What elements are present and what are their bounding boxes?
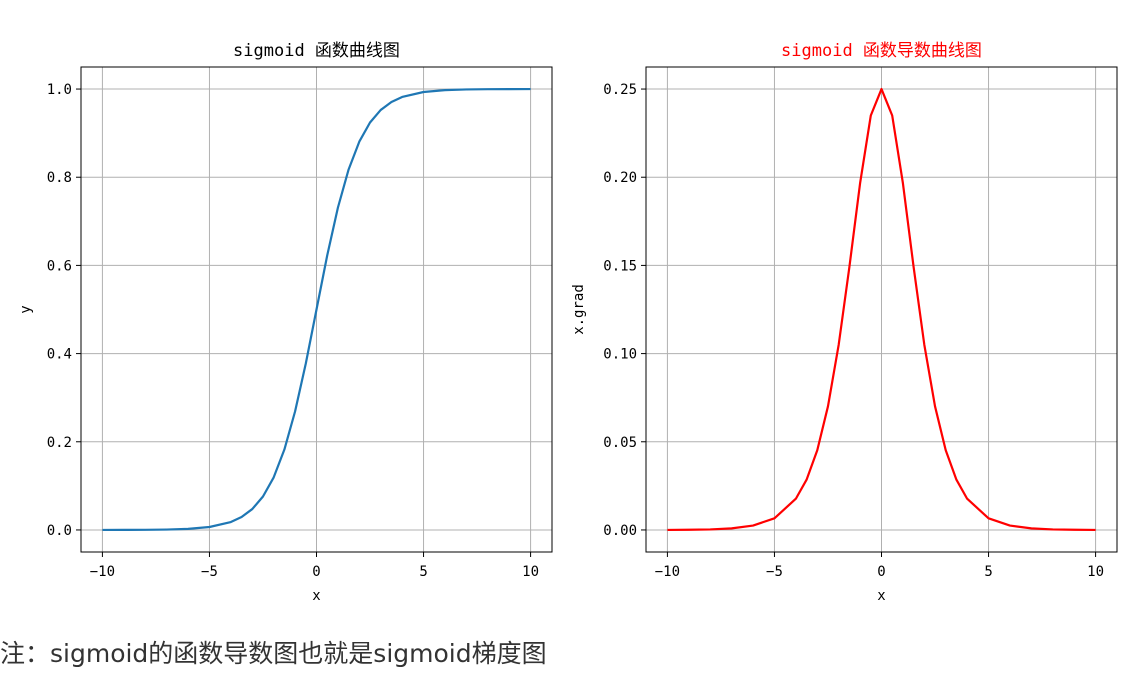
caption-text: 注：sigmoid的函数导数图也就是sigmoid梯度图 xyxy=(0,639,547,668)
x-axis-label: x xyxy=(877,588,885,604)
x-tick-label-1: −5 xyxy=(201,564,218,580)
chart-sigmoid-gradient: −10 −5 0 5 10 0.00 0.05 0.10 0.15 0.20 0.25 sigmoid… xyxy=(571,41,1118,604)
x-tick-label-1: −5 xyxy=(766,564,783,580)
x-tick-label-0: −10 xyxy=(90,564,115,580)
x-tick-label-0: −10 xyxy=(655,564,680,580)
y-tick-label-4: 0.20 xyxy=(603,170,637,186)
y-axis-label: y xyxy=(18,305,34,313)
x-tick-label-2: 0 xyxy=(877,564,885,580)
y-tick-label-0: 0.00 xyxy=(603,523,637,539)
y-tick-label-1: 0.05 xyxy=(603,435,637,451)
chart-sigmoid: −10 −5 0 5 10 0.0 0.2 0.4 0.6 0.8 1.0 sigmoid 函数曲线图… xyxy=(18,41,553,604)
x-tick-label-4: 10 xyxy=(1087,564,1104,580)
y-tick-label-1: 0.2 xyxy=(47,435,72,451)
y-axis-label: x.grad xyxy=(571,284,587,335)
y-tick-label-3: 0.6 xyxy=(47,258,72,274)
chart-title: sigmoid 函数曲线图 xyxy=(233,41,400,61)
x-tick-label-3: 5 xyxy=(419,564,427,580)
chart-title: sigmoid 函数导数曲线图 xyxy=(781,41,982,61)
y-tick-label-5: 0.25 xyxy=(603,82,637,98)
x-axis-label: x xyxy=(312,588,320,604)
y-tick-label-2: 0.10 xyxy=(603,347,637,363)
y-tick-label-2: 0.4 xyxy=(47,347,72,363)
x-tick-label-4: 10 xyxy=(522,564,539,580)
y-tick-label-3: 0.15 xyxy=(603,258,637,274)
y-tick-label-4: 0.8 xyxy=(47,170,72,186)
figure: −10 −5 0 5 10 0.0 0.2 0.4 0.6 0.8 1.0 sigmoid 函数曲线图… xyxy=(18,41,1118,604)
x-tick-label-3: 5 xyxy=(984,564,992,580)
series-line-0 xyxy=(667,87,1096,532)
y-tick-label-5: 1.0 xyxy=(47,82,72,98)
x-tick-label-2: 0 xyxy=(312,564,320,580)
y-tick-label-0: 0.0 xyxy=(47,523,72,539)
series-line-0 xyxy=(102,87,531,532)
